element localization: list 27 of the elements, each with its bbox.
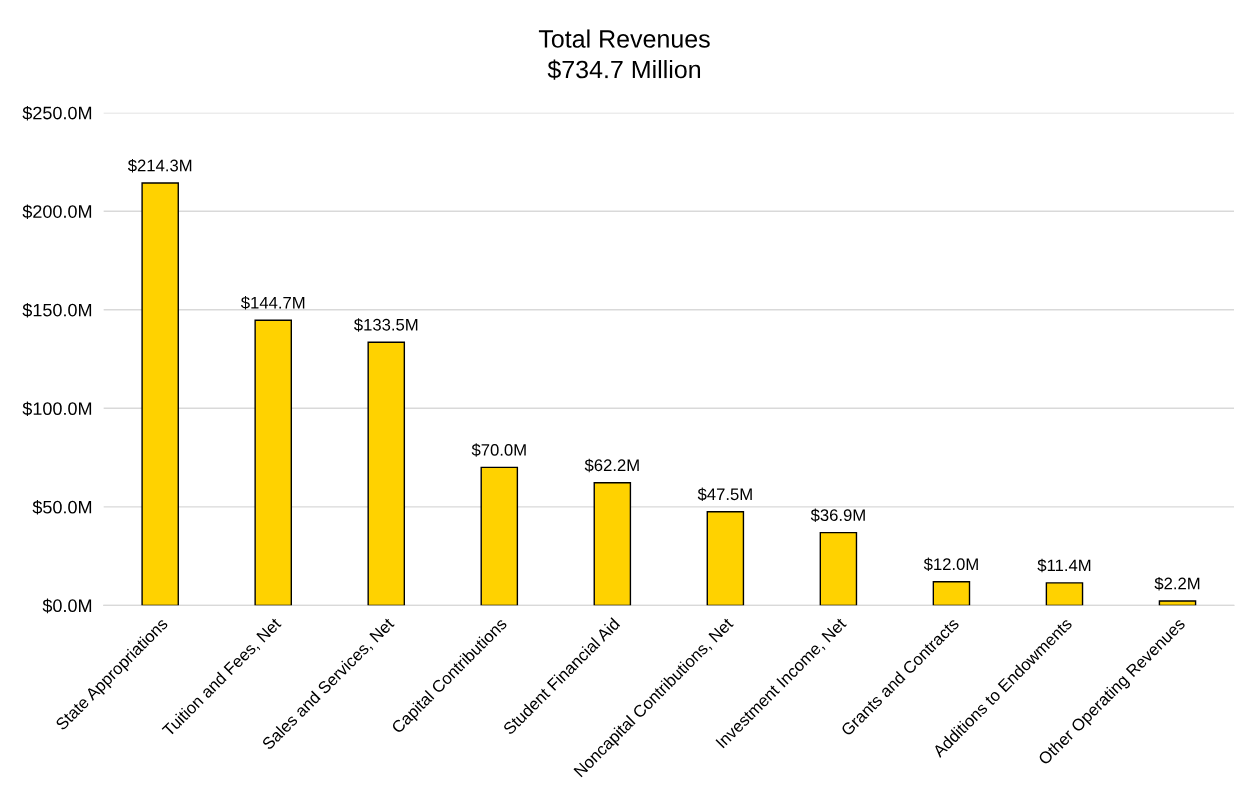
bar — [932, 581, 971, 606]
data-label: $36.9M — [810, 508, 865, 523]
y-tick-label: $100.0M — [22, 401, 92, 417]
y-tick-label: $150.0M — [22, 302, 92, 318]
y-tick-label: $200.0M — [22, 204, 92, 220]
bar — [254, 319, 292, 606]
bar — [706, 511, 745, 606]
data-label: $2.2M — [1154, 576, 1200, 591]
data-label: $214.3M — [127, 158, 192, 173]
data-label: $62.2M — [584, 458, 639, 473]
bar — [1158, 600, 1197, 606]
chart-title: Total Revenues $734.7 Million — [538, 29, 710, 80]
y-tick-label: $250.0M — [22, 105, 92, 121]
bar — [480, 466, 519, 606]
bar — [367, 341, 406, 606]
bar — [141, 182, 179, 606]
bar — [593, 482, 632, 606]
data-label: $12.0M — [923, 557, 978, 572]
data-label: $133.5M — [354, 318, 418, 332]
bar — [819, 531, 858, 606]
data-label: $11.4M — [1037, 558, 1091, 573]
data-label: $47.5M — [697, 487, 752, 502]
data-label: $70.0M — [471, 443, 526, 457]
data-label: $144.7M — [240, 296, 305, 310]
y-tick-label: $0.0M — [42, 598, 92, 614]
y-tick-label: $50.0M — [32, 500, 92, 515]
bar — [1045, 582, 1084, 606]
